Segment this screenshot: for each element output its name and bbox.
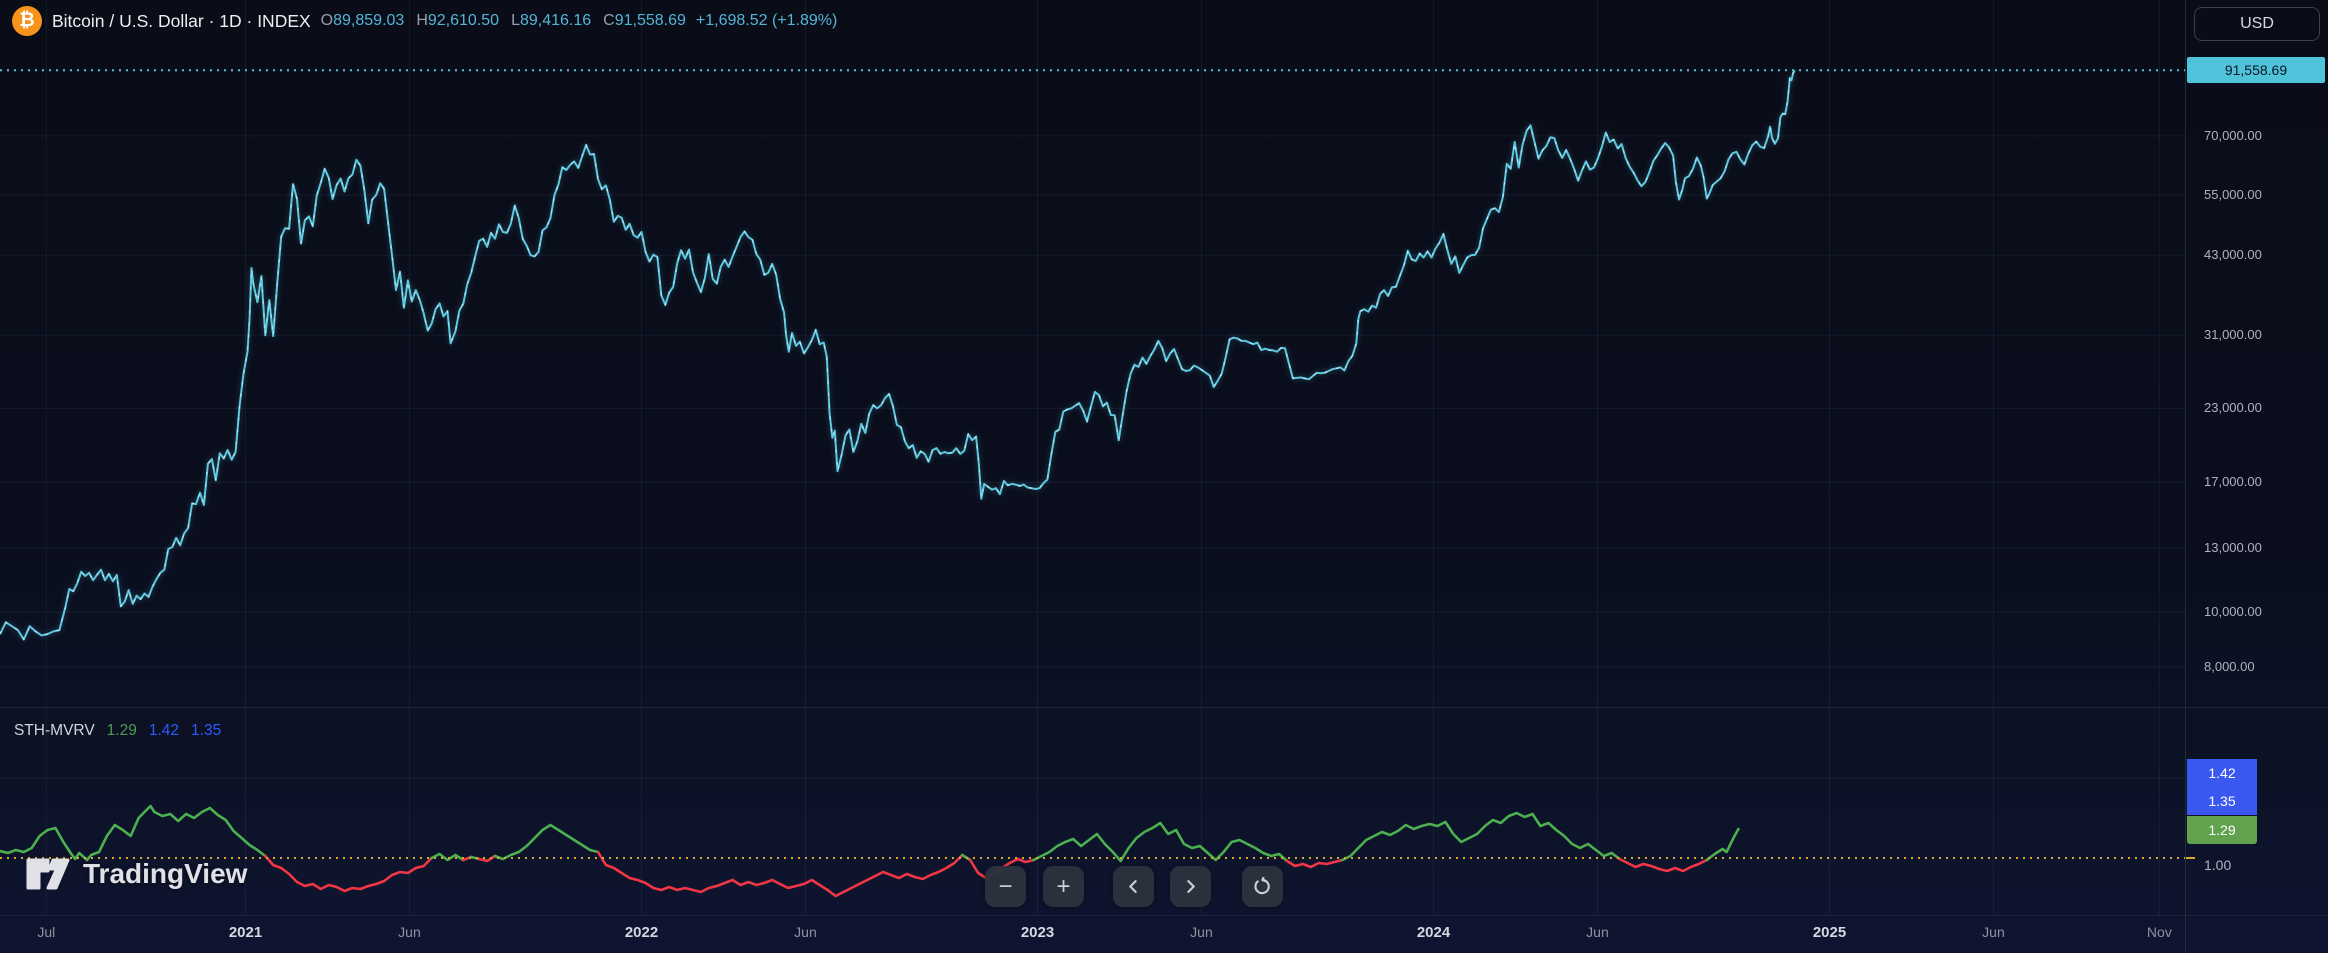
ohlc-values: O89,859.03 H92,610.50 L89,416.16 C91,558.69 <box>321 12 686 30</box>
zoom-out-button[interactable]: − <box>985 866 1026 907</box>
price-axis-tick: 43,000.00 <box>2204 247 2262 263</box>
price-axis-tick: 55,000.00 <box>2204 186 2262 202</box>
currency-button[interactable]: USD <box>2194 7 2320 41</box>
mvrv-line-segment <box>596 850 964 898</box>
indicator-legend: STH-MVRV 1.29 1.42 1.35 <box>14 722 221 740</box>
scroll-left-button[interactable] <box>1113 866 1154 907</box>
mvrv-line-segment <box>477 854 497 863</box>
price-axis-pane[interactable]: USD 70,000.00 55,000.00 43,000.00 31,000.00… <box>2185 0 2328 953</box>
ohlc-pair: O89,859.03 <box>321 12 405 30</box>
ohlc-prefix: O <box>320 12 334 29</box>
ohlc-value: 92,610.50 <box>427 12 500 29</box>
chart-nav-toolbar: − + <box>985 866 1285 907</box>
time-axis-month-label: Nov <box>2146 924 2172 940</box>
mvrv-line-segment <box>1618 857 1709 873</box>
ohlc-value: 89,416.16 <box>519 12 592 29</box>
ohlc-prefix: C <box>603 12 615 29</box>
price-axis-tick: 70,000.00 <box>2204 127 2262 143</box>
plus-icon: + <box>1056 872 1071 900</box>
mvrv-line-segment <box>264 854 433 893</box>
indicator-axis-label: 1.00 <box>2204 857 2232 873</box>
time-axis-year-label: 2022 <box>624 924 659 941</box>
time-axis-year-label: 2021 <box>228 924 263 941</box>
refresh-icon <box>1254 877 1270 895</box>
reset-chart-button[interactable] <box>1242 866 1283 907</box>
price-axis-tick: 31,000.00 <box>2204 327 2262 343</box>
ohlc-value: 91,558.69 <box>614 12 686 29</box>
price-axis-tick: 8,000.00 <box>2204 658 2255 674</box>
tradingview-logo-icon <box>26 858 72 890</box>
ohlc-pair: H92,610.50 <box>416 12 499 30</box>
time-axis-month-label: Jun <box>1982 924 2005 940</box>
ohlc-pair: L89,416.16 <box>511 12 591 30</box>
price-axis-tick: 10,000.00 <box>2204 604 2262 620</box>
time-axis-month-label: Jun <box>1586 924 1609 940</box>
pane-divider[interactable] <box>0 707 2328 708</box>
time-axis-month-label: Jun <box>398 924 421 940</box>
time-axis-year-label: 2024 <box>1416 924 1451 941</box>
time-axis[interactable]: Jul 2021 Jun 2022 Jun 2023 Jun 2024 Jun 2025 Jun No… <box>0 916 2186 953</box>
indicator-axis-label: 1.29 <box>2187 816 2257 844</box>
time-axis-month-label: Jun <box>1190 924 1213 940</box>
indicator-legend-value: 1.42 <box>148 722 180 739</box>
symbol-title[interactable]: Bitcoin / U.S. Dollar · 1D · INDEX <box>52 10 311 31</box>
tradingview-watermark: TradingView <box>26 858 247 890</box>
time-axis-year-label: 2025 <box>1812 924 1847 941</box>
tradingview-logo-text: TradingView <box>83 858 248 889</box>
time-axis-month-label: Jun <box>794 924 817 940</box>
mvrv-line-segment <box>1285 858 1344 869</box>
price-axis-tick: 13,000.00 <box>2204 540 2262 556</box>
price-line-highlight <box>0 69 1796 641</box>
mvrv-line-segment <box>1032 821 1289 863</box>
mvrv-line-segment <box>493 823 600 861</box>
price-axis-tick: 17,000.00 <box>2204 474 2262 490</box>
ohlc-prefix: H <box>416 12 428 29</box>
gridlines <box>0 0 2185 915</box>
chevron-left-icon <box>1129 880 1137 893</box>
bitcoin-icon: ₿ <box>12 6 42 36</box>
time-axis-divider <box>0 915 2328 916</box>
price-change: +1,698.52 (+1.89%) <box>695 12 838 29</box>
price-axis-tick: 23,000.00 <box>2204 400 2262 416</box>
chevron-right-icon <box>1187 880 1195 893</box>
mvrv-line-segment <box>1341 811 1621 862</box>
minus-icon: − <box>998 872 1013 900</box>
indicator-legend-value: 1.35 <box>191 722 222 739</box>
mvrv-line-segment <box>0 804 267 862</box>
indicator-legend-value: 1.29 <box>106 722 137 739</box>
time-axis-month-label: Jul <box>37 924 56 940</box>
time-axis-year-label: 2023 <box>1020 924 1055 941</box>
indicator-name[interactable]: STH-MVRV <box>14 722 95 739</box>
ohlc-prefix: L <box>511 12 520 29</box>
ohlc-value: 89,859.03 <box>333 12 405 29</box>
indicator-axis-label: 1.42 <box>2187 759 2257 787</box>
baseline-tick <box>2186 857 2195 859</box>
indicator-axis-label: 1.35 <box>2187 787 2257 815</box>
current-price-label: 91,558.69 <box>2187 57 2325 84</box>
scroll-right-button[interactable] <box>1170 866 1211 907</box>
price-line <box>0 69 1796 641</box>
indicator-values: 1.29 1.42 1.35 <box>107 722 222 740</box>
mvrv-line-segment <box>1705 827 1740 862</box>
chart-canvas[interactable] <box>0 0 2185 915</box>
symbol-legend: ₿ Bitcoin / U.S. Dollar · 1D · INDEX O89… <box>12 6 837 36</box>
ohlc-pair: C91,558.69 <box>603 12 686 30</box>
mvrv-line-segment <box>430 852 465 862</box>
zoom-in-button[interactable]: + <box>1043 866 1084 907</box>
